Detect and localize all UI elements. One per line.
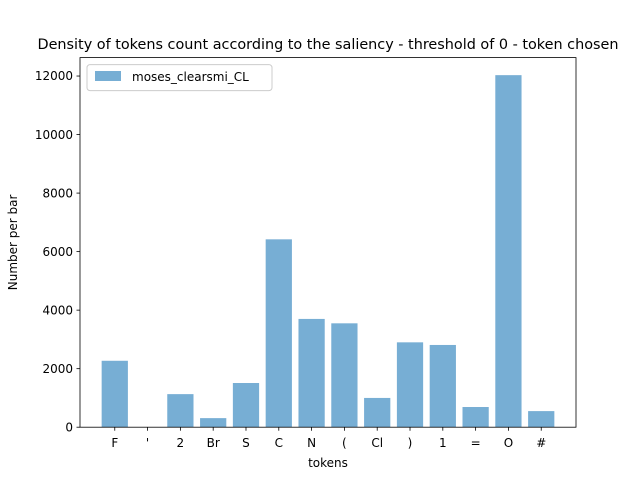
plot-frame [79, 57, 577, 428]
x-tick-label: C [275, 436, 283, 450]
x-axis-label: tokens [308, 456, 348, 470]
y-tick-label: 10000 [35, 128, 73, 142]
y-tick-label: 4000 [42, 303, 73, 317]
bar [265, 239, 292, 428]
y-axis-ticks: 0 2000 4000 6000 8000 10000 12000 [35, 69, 80, 434]
x-tick-label: = [471, 436, 481, 450]
legend: moses_clearsmi_CL [86, 64, 273, 92]
x-tick-label: Cl [371, 436, 383, 450]
x-tick-label: O [504, 436, 513, 450]
x-tick-label: S [242, 436, 250, 450]
chart-title: Density of tokens count according to the… [38, 37, 619, 53]
legend-frame [86, 64, 273, 92]
bar [462, 407, 489, 428]
bar [232, 383, 260, 428]
bar [167, 394, 194, 428]
x-tick-label: # [536, 436, 546, 450]
bar [200, 418, 227, 428]
bar [101, 360, 128, 428]
bar [528, 411, 555, 428]
x-tick-label: 1 [439, 436, 447, 450]
x-tick-label: N [307, 436, 316, 450]
x-tick-label: 2 [177, 436, 185, 450]
y-tick-label: 2000 [42, 362, 73, 376]
x-tick-label: Br [207, 436, 220, 450]
y-tick-label: 12000 [35, 69, 73, 83]
bar [298, 318, 325, 428]
x-tick-label: ' [146, 436, 149, 450]
bar [495, 75, 522, 428]
y-tick-label: 8000 [42, 186, 73, 200]
bar [429, 344, 456, 428]
bars-group [101, 75, 555, 428]
x-tick-label: ( [342, 436, 347, 450]
x-tick-label: F [111, 436, 118, 450]
bar [364, 397, 391, 428]
legend-label: moses_clearsmi_CL [132, 70, 249, 84]
x-tick-label: ) [408, 436, 413, 450]
y-tick-label: 6000 [42, 245, 73, 259]
bar [331, 323, 358, 428]
x-axis-ticks: F ' 2 Br S C N ( Cl) 1 = O # [111, 427, 546, 450]
bar [396, 342, 424, 428]
y-tick-label: 0 [65, 420, 73, 434]
y-axis-label: Number per bar [6, 194, 20, 290]
legend-swatch [95, 71, 121, 81]
